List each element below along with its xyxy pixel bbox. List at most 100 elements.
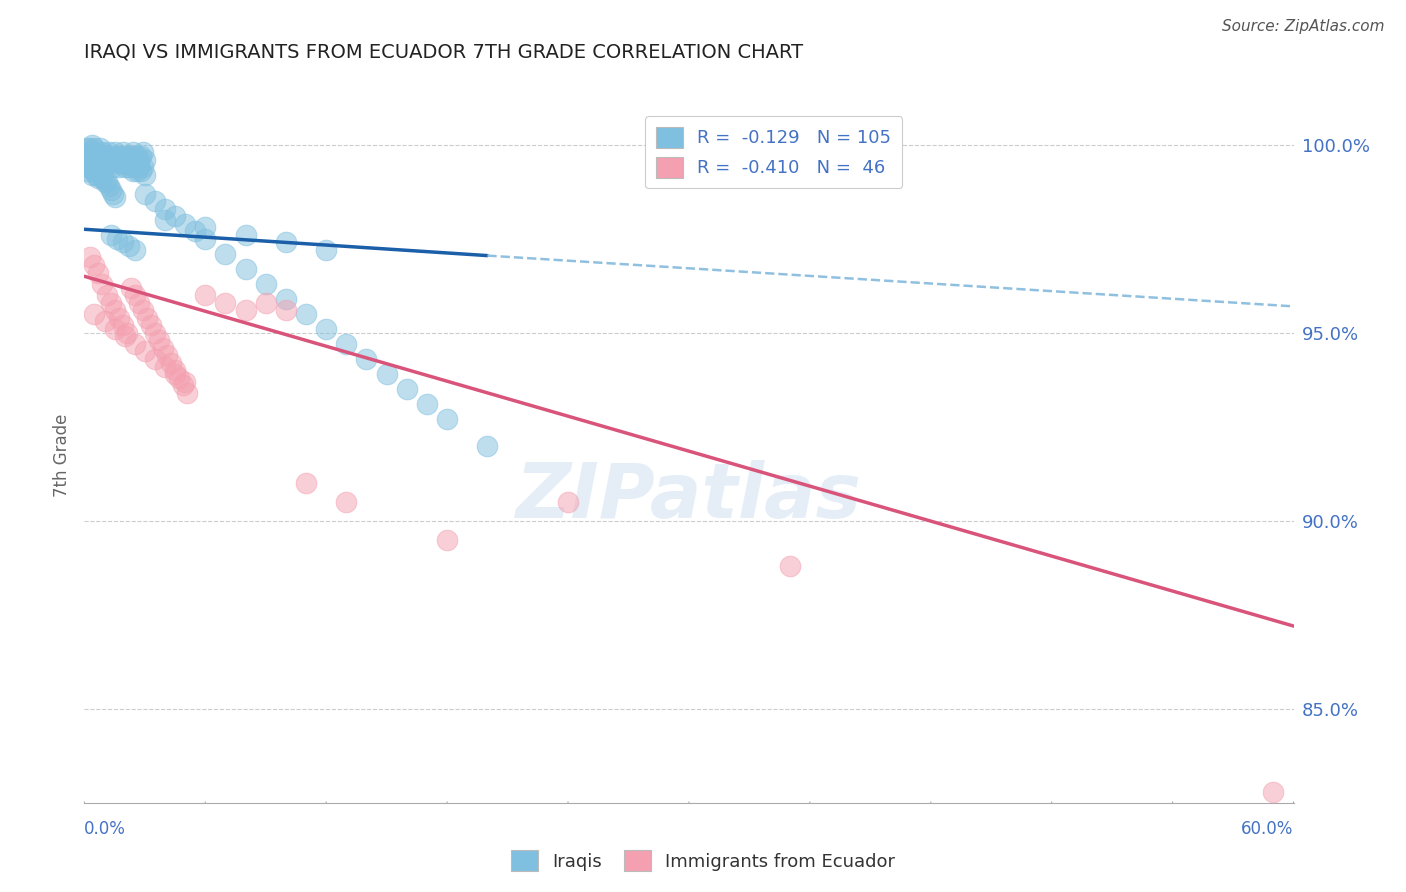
Y-axis label: 7th Grade: 7th Grade xyxy=(53,413,72,497)
Point xyxy=(160,356,183,370)
Point xyxy=(274,235,297,250)
Point xyxy=(153,212,176,227)
Point xyxy=(82,149,104,163)
Point xyxy=(105,153,128,167)
Point xyxy=(134,344,156,359)
Point xyxy=(93,314,115,328)
Point xyxy=(335,337,357,351)
Point xyxy=(101,153,124,167)
Point xyxy=(274,303,297,318)
Point xyxy=(120,149,142,163)
Point xyxy=(82,168,104,182)
Point xyxy=(143,194,166,208)
Point xyxy=(436,412,458,426)
Point xyxy=(165,363,187,377)
Point xyxy=(135,310,157,325)
Point xyxy=(315,322,337,336)
Point xyxy=(129,149,152,163)
Point xyxy=(96,288,118,302)
Point xyxy=(104,322,127,336)
Point xyxy=(104,145,127,160)
Point xyxy=(75,153,97,167)
Legend: R =  -0.129   N = 105, R =  -0.410   N =  46: R = -0.129 N = 105, R = -0.410 N = 46 xyxy=(645,116,903,188)
Point xyxy=(100,183,122,197)
Point xyxy=(83,141,105,155)
Point xyxy=(83,258,105,272)
Point xyxy=(107,160,129,174)
Point xyxy=(315,243,337,257)
Point xyxy=(274,292,297,306)
Point xyxy=(86,145,108,160)
Point xyxy=(87,171,110,186)
Point xyxy=(129,164,152,178)
Point xyxy=(79,251,101,265)
Point xyxy=(118,160,141,174)
Text: 0.0%: 0.0% xyxy=(84,820,127,838)
Point xyxy=(77,164,100,178)
Point xyxy=(557,495,579,509)
Point xyxy=(115,149,138,163)
Point xyxy=(132,145,155,160)
Point xyxy=(104,156,127,170)
Text: IRAQI VS IMMIGRANTS FROM ECUADOR 7TH GRADE CORRELATION CHART: IRAQI VS IMMIGRANTS FROM ECUADOR 7TH GRA… xyxy=(84,43,803,62)
Point xyxy=(295,476,318,491)
Point xyxy=(87,156,110,170)
Point xyxy=(416,397,439,411)
Point xyxy=(107,310,129,325)
Point xyxy=(153,359,176,374)
Point xyxy=(111,235,134,250)
Point xyxy=(100,153,122,167)
Point xyxy=(100,295,122,310)
Point xyxy=(110,149,132,163)
Point xyxy=(124,288,146,302)
Point xyxy=(1263,784,1285,798)
Point xyxy=(82,137,104,152)
Point xyxy=(91,145,114,160)
Point xyxy=(125,149,148,163)
Point xyxy=(167,371,190,385)
Point xyxy=(77,145,100,160)
Point xyxy=(110,156,132,170)
Point xyxy=(124,243,146,257)
Point xyxy=(79,153,101,167)
Point xyxy=(124,153,146,167)
Point xyxy=(104,190,127,204)
Point xyxy=(96,153,118,167)
Point xyxy=(115,156,138,170)
Point xyxy=(115,326,138,340)
Point xyxy=(111,145,134,160)
Point xyxy=(132,303,155,318)
Point xyxy=(97,156,120,170)
Point xyxy=(128,295,150,310)
Point xyxy=(139,318,162,333)
Point xyxy=(120,280,142,294)
Point xyxy=(114,153,136,167)
Point xyxy=(174,217,197,231)
Point xyxy=(105,232,128,246)
Point xyxy=(111,153,134,167)
Point xyxy=(97,179,120,194)
Point xyxy=(128,160,150,174)
Point xyxy=(254,295,277,310)
Point xyxy=(86,149,108,163)
Point xyxy=(134,168,156,182)
Text: Source: ZipAtlas.com: Source: ZipAtlas.com xyxy=(1222,20,1385,34)
Point xyxy=(86,168,108,182)
Point xyxy=(335,495,357,509)
Point xyxy=(75,160,97,174)
Point xyxy=(165,367,187,381)
Point xyxy=(184,224,207,238)
Point xyxy=(93,175,115,189)
Point xyxy=(91,277,114,291)
Point xyxy=(779,558,801,573)
Point xyxy=(79,141,101,155)
Point xyxy=(254,277,277,291)
Text: 60.0%: 60.0% xyxy=(1241,820,1294,838)
Point xyxy=(105,149,128,163)
Point xyxy=(128,153,150,167)
Point xyxy=(104,303,127,318)
Point xyxy=(121,164,143,178)
Point xyxy=(477,438,499,452)
Point xyxy=(83,307,105,321)
Point xyxy=(118,239,141,253)
